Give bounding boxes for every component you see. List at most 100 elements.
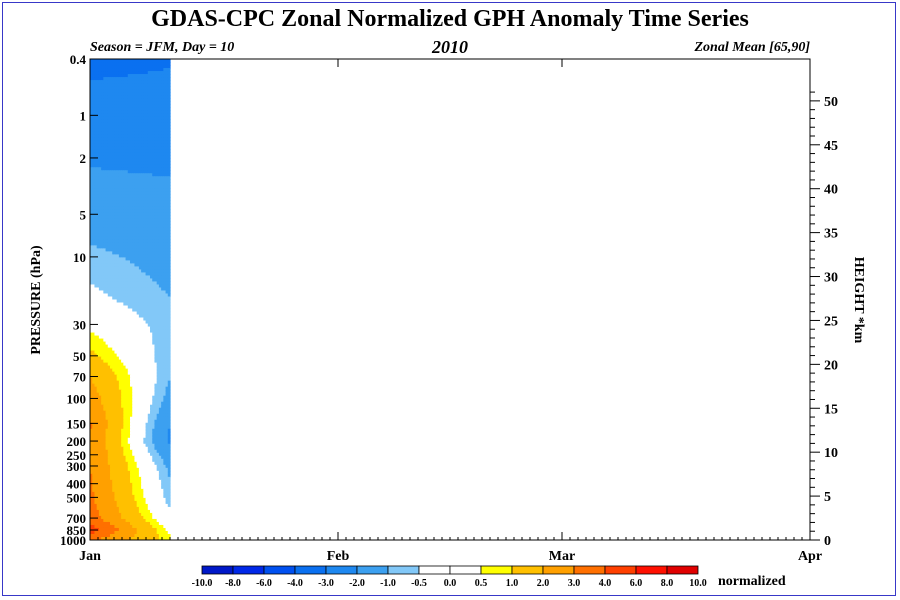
heat-cell [154,191,158,195]
heat-cell [141,353,144,358]
heat-cell [101,194,104,198]
heat-cell [96,164,100,168]
heat-cell [167,257,171,262]
heat-cell [116,233,120,237]
heat-cell [101,446,104,451]
heat-cell [145,434,149,439]
heat-cell [158,389,162,394]
heat-cell [154,125,158,129]
heat-cell [143,335,147,340]
heat-cell [107,299,111,304]
heat-cell [118,59,122,63]
heat-cell [92,95,96,99]
heat-cell [143,83,147,87]
heat-cell [105,467,109,472]
heat-cell [110,236,113,240]
heat-cell [107,113,111,117]
heat-cell [127,326,131,331]
heat-cell [167,119,171,123]
heat-cell [132,116,136,120]
heat-cell [112,335,116,340]
heat-cell [156,227,160,231]
heat-cell [118,263,122,268]
heat-cell [154,368,158,373]
heat-cell [116,59,120,63]
heat-cell [132,374,136,379]
heat-cell [123,212,127,216]
heat-cell [123,251,127,256]
heat-cell [167,437,171,442]
heat-cell [145,203,149,207]
heat-cell [107,281,111,286]
heat-cell [147,314,151,319]
heat-cell [101,161,104,165]
heat-cell [158,341,162,346]
heat-cell [165,470,169,475]
heat-cell [130,152,133,156]
heat-cell [116,80,120,84]
heat-cell [167,293,171,298]
heat-cell [163,413,167,418]
heat-cell [94,344,98,349]
heat-cell [118,320,122,325]
heat-cell [132,311,136,316]
heat-cell [138,410,142,415]
heat-cell [94,299,98,304]
heat-cell [103,254,107,259]
heat-cell [92,137,96,141]
heat-cell [107,419,111,424]
heat-cell [143,164,147,168]
heat-cell [161,257,164,262]
heat-cell [94,473,98,478]
heat-cell [156,86,160,90]
heat-cell [101,74,104,78]
heat-cell [101,293,104,298]
heat-cell [125,404,129,409]
heat-cell [165,242,169,246]
heat-cell [134,131,138,135]
heat-cell [114,422,118,427]
heat-cell [116,122,120,126]
heat-cell [94,464,98,469]
heat-cell [167,287,171,292]
heat-cell [98,458,102,463]
heat-cell [138,59,142,63]
heat-cell [136,449,140,454]
heat-cell [121,347,124,352]
heat-cell [110,353,113,358]
heat-cell [125,80,129,84]
heat-cell [118,422,122,427]
heat-cell [163,227,167,231]
heat-cell [145,221,149,225]
heat-cell [92,251,96,256]
heat-cell [147,326,151,331]
heat-cell [158,377,162,382]
heat-cell [123,95,127,99]
heat-cell [125,191,129,195]
heat-cell [156,266,160,271]
heat-cell [130,74,133,78]
heat-cell [110,104,113,108]
heat-cell [136,407,140,412]
heat-cell [165,371,169,376]
heat-cell [110,344,113,349]
heat-cell [101,287,104,292]
heat-cell [161,146,164,150]
heat-cell [156,89,160,93]
heat-cell [105,320,109,325]
heat-cell [141,440,144,445]
heat-cell [134,359,138,364]
heat-cell [152,422,156,427]
heat-cell [103,77,107,81]
heat-cell [121,365,124,370]
heat-cell [101,332,104,337]
heat-cell [134,449,138,454]
heat-cell [154,59,158,63]
heat-cell [154,275,158,280]
heat-cell [141,359,144,364]
heat-cell [163,419,167,424]
heat-cell [118,110,122,114]
heat-cell [101,185,104,189]
heat-cell [98,299,102,304]
heat-cell [145,443,149,448]
